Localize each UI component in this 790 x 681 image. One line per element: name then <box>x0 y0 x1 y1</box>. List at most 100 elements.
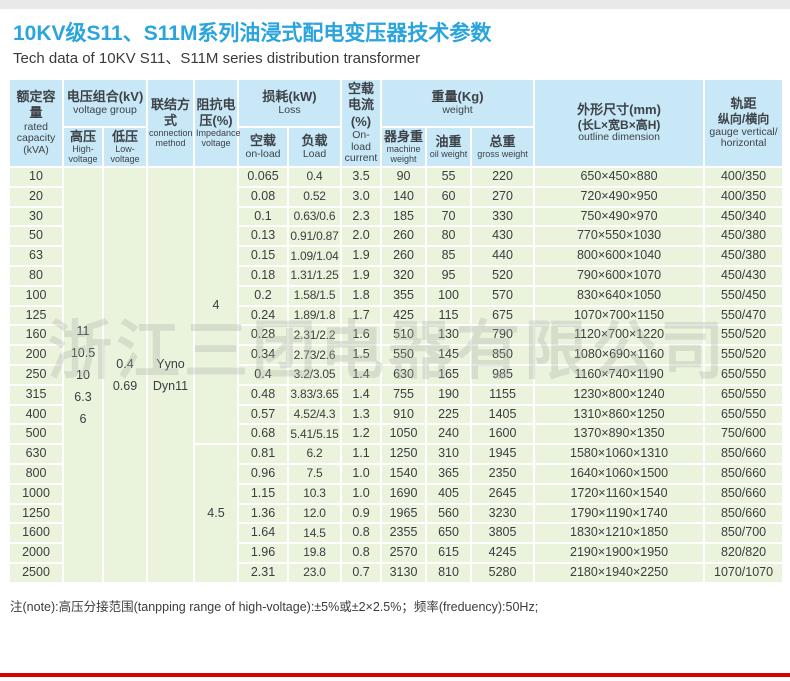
table-row: 100 0.2 1.58/1.5 1.8 355 100 570 830×640×1050 55… <box>8 284 785 307</box>
cell-gauge: 650/550 <box>703 364 785 386</box>
header-weight-zh: 重量(Kg) <box>431 89 484 104</box>
cell-no-load-current: 1.3 <box>340 403 383 426</box>
cell-outline-dimension: 2180×1940×2250 <box>533 561 706 584</box>
cell-machine-weight: 510 <box>380 324 428 347</box>
cell-gross-weight: 1155 <box>470 383 536 406</box>
cell-gross-weight: 440 <box>470 245 536 268</box>
table-row: 50 0.13 0.91/0.87 2.0 260 80 430 770×550×1030 45… <box>8 225 785 248</box>
high-voltage-value: 6.3 <box>74 389 92 404</box>
cell-low-voltage: 0.4 0.69 <box>102 166 148 584</box>
cell-gauge: 450/430 <box>703 265 785 287</box>
cell-no-load-loss: 1.15 <box>237 482 289 505</box>
header-rated-capacity-unit: (kVA) <box>23 144 49 157</box>
cell-oil-weight: 70 <box>425 205 473 228</box>
cell-gauge: 850/660 <box>703 502 785 525</box>
cell-no-load-current: 1.2 <box>340 423 383 446</box>
cell-capacity: 1000 <box>8 482 64 505</box>
header-oil-weight-en: oil weight <box>429 149 468 160</box>
cell-no-load-current: 3.5 <box>340 166 383 188</box>
cell-gauge: 650/550 <box>703 403 785 426</box>
cell-gauge: 850/660 <box>703 482 785 505</box>
cell-outline-dimension: 2190×1900×1950 <box>533 542 706 564</box>
cell-gross-weight: 270 <box>470 185 536 208</box>
spec-table-body: 10 11 10.5 10 6.3 6 0.4 0.69 Yyno Dyn11 4 0.065 0.4 3… <box>8 166 785 584</box>
cell-oil-weight: 145 <box>425 344 473 366</box>
header-loss-no-load-en: on-load <box>245 148 281 161</box>
cell-oil-weight: 190 <box>425 383 473 406</box>
header-voltage-group: 电压组合(kV) voltage group <box>62 78 148 128</box>
cell-load-loss: 3.83/3.65 <box>286 383 343 406</box>
header-low-voltage-zh: 低压 <box>111 129 138 144</box>
cell-no-load-loss: 0.24 <box>237 304 289 327</box>
cell-gauge: 400/350 <box>703 185 785 208</box>
header-loss-no-load-zh: 空载 <box>249 133 276 149</box>
cell-no-load-current: 0.9 <box>340 502 383 525</box>
cell-gauge: 550/450 <box>703 284 785 307</box>
cell-capacity: 500 <box>8 423 64 446</box>
cell-oil-weight: 85 <box>425 245 473 268</box>
cell-no-load-current: 1.9 <box>340 265 383 287</box>
cell-no-load-current: 1.0 <box>340 482 383 505</box>
cell-gauge: 450/380 <box>703 245 785 268</box>
cell-load-loss: 10.3 <box>286 482 343 505</box>
cell-machine-weight: 2355 <box>380 522 428 545</box>
cell-machine-weight: 320 <box>380 265 428 287</box>
header-outline-zh: 外形尺寸(mm) <box>577 101 661 117</box>
cell-no-load-loss: 0.28 <box>237 324 289 347</box>
table-row: 1250 1.36 12.0 0.9 1965 560 3230 1790×1190×1740… <box>8 502 785 525</box>
cell-no-load-current: 3.0 <box>340 185 383 208</box>
cell-gauge: 850/660 <box>703 443 785 465</box>
header-loss-en: Loss <box>278 104 301 117</box>
spec-table-wrap: 浙江三团电器有限公司 额定容量 rated capacity (kVA) 电压组… <box>8 77 785 584</box>
cell-machine-weight: 1540 <box>380 462 428 485</box>
cell-gross-weight: 1945 <box>470 443 536 465</box>
header-oil-weight: 油重 oil weight <box>425 125 473 169</box>
cell-outline-dimension: 1790×1190×1740 <box>533 502 706 525</box>
cell-gross-weight: 220 <box>470 166 536 188</box>
footnote: 注(note):高压分接范围(tanpping range of high-vo… <box>10 599 539 614</box>
cell-no-load-loss: 1.36 <box>237 502 289 525</box>
spec-table: 额定容量 rated capacity (kVA) 电压组合(kV) volta… <box>8 77 785 584</box>
cell-load-loss: 19.8 <box>286 542 343 564</box>
cell-no-load-loss: 1.64 <box>237 522 289 545</box>
cell-gauge: 820/820 <box>703 542 785 564</box>
high-voltage-value: 10.5 <box>70 345 96 360</box>
cell-no-load-current: 0.8 <box>340 522 383 545</box>
header-no-load-current-zh: 空载电流(%) <box>348 81 375 129</box>
cell-oil-weight: 240 <box>425 423 473 446</box>
cell-capacity: 100 <box>8 284 64 307</box>
high-voltage-value: 11 <box>76 323 90 338</box>
table-row: 20 0.08 0.52 3.0 140 60 270 720×490×950 400/350 <box>8 185 785 208</box>
cell-oil-weight: 615 <box>425 542 473 564</box>
cell-machine-weight: 355 <box>380 284 428 307</box>
cell-no-load-loss: 0.34 <box>237 344 289 366</box>
cell-machine-weight: 550 <box>380 344 428 366</box>
cell-load-loss: 1.31/1.25 <box>286 265 343 287</box>
table-row: 2000 1.96 19.8 0.8 2570 615 4245 2190×1900×1950… <box>8 542 785 564</box>
cell-no-load-loss: 0.68 <box>237 423 289 446</box>
header-loss-load-zh: 负载 <box>301 133 328 149</box>
cell-outline-dimension: 1580×1060×1310 <box>533 443 706 465</box>
cell-gauge: 550/470 <box>703 304 785 327</box>
cell-oil-weight: 55 <box>425 166 473 188</box>
cell-machine-weight: 2570 <box>380 542 428 564</box>
cell-machine-weight: 1690 <box>380 482 428 505</box>
cell-no-load-loss: 0.18 <box>237 265 289 287</box>
cell-oil-weight: 95 <box>425 265 473 287</box>
cell-machine-weight: 425 <box>380 304 428 327</box>
cell-gross-weight: 330 <box>470 205 536 228</box>
cell-gross-weight: 3230 <box>470 502 536 525</box>
cell-no-load-current: 1.7 <box>340 304 383 327</box>
cell-impedance: 4.5 <box>193 443 239 584</box>
header-gauge-en: gauge vertical/ horizontal <box>709 125 778 150</box>
header-gross-weight: 总重 gross weight <box>470 125 536 169</box>
table-row: 400 0.57 4.52/4.3 1.3 910 225 1405 1310×860×125… <box>8 403 785 426</box>
cell-oil-weight: 560 <box>425 502 473 525</box>
header-gross-weight-zh: 总重 <box>489 133 516 149</box>
cell-no-load-current: 2.3 <box>340 205 383 228</box>
cell-gross-weight: 1600 <box>470 423 536 446</box>
cell-outline-dimension: 720×490×950 <box>533 185 706 208</box>
cell-machine-weight: 260 <box>380 225 428 248</box>
cell-outline-dimension: 800×600×1040 <box>533 245 706 268</box>
cell-outline-dimension: 1720×1160×1540 <box>533 482 706 505</box>
